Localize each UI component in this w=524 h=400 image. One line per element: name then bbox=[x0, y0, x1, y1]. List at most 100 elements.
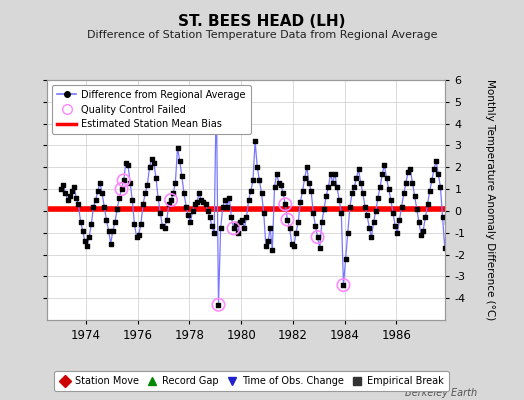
Point bbox=[365, 225, 374, 232]
Point bbox=[326, 171, 335, 177]
Point bbox=[117, 186, 126, 192]
Point bbox=[322, 192, 331, 199]
Y-axis label: Monthly Temperature Anomaly Difference (°C): Monthly Temperature Anomaly Difference (… bbox=[485, 79, 495, 321]
Point bbox=[380, 162, 389, 168]
Point bbox=[77, 219, 85, 225]
Point bbox=[393, 230, 401, 236]
Point bbox=[205, 214, 214, 221]
Point bbox=[264, 238, 272, 245]
Point bbox=[70, 184, 78, 190]
Point bbox=[152, 175, 160, 181]
Point bbox=[253, 164, 261, 170]
Point bbox=[74, 201, 83, 208]
Point bbox=[324, 184, 333, 190]
Point bbox=[111, 219, 119, 225]
Point bbox=[300, 175, 309, 181]
Point bbox=[369, 219, 378, 225]
Point bbox=[173, 144, 182, 151]
Point bbox=[423, 201, 432, 208]
Point bbox=[428, 177, 436, 184]
Point bbox=[216, 225, 225, 232]
Point bbox=[201, 201, 210, 208]
Point bbox=[102, 216, 111, 223]
Point bbox=[61, 190, 70, 197]
Point bbox=[410, 192, 419, 199]
Point bbox=[374, 195, 382, 201]
Point bbox=[395, 216, 403, 223]
Point bbox=[242, 214, 250, 221]
Point bbox=[387, 197, 395, 203]
Point bbox=[83, 243, 91, 249]
Point bbox=[208, 223, 216, 229]
Point bbox=[383, 175, 391, 181]
Point bbox=[346, 203, 354, 210]
Point bbox=[197, 197, 205, 203]
Point bbox=[66, 192, 74, 199]
Point bbox=[419, 227, 428, 234]
Point bbox=[361, 203, 369, 210]
Point bbox=[154, 195, 162, 201]
Point bbox=[156, 210, 165, 216]
Point bbox=[283, 216, 292, 223]
Point bbox=[96, 179, 104, 186]
Point bbox=[98, 190, 106, 197]
Point bbox=[281, 201, 289, 208]
Point bbox=[108, 227, 117, 234]
Point bbox=[199, 199, 208, 205]
Point bbox=[232, 221, 240, 227]
Point bbox=[272, 171, 281, 177]
Point bbox=[356, 179, 365, 186]
Point bbox=[372, 208, 380, 214]
Point bbox=[385, 186, 393, 192]
Point bbox=[430, 166, 438, 173]
Point bbox=[391, 223, 399, 229]
Point bbox=[367, 234, 376, 240]
Point bbox=[275, 179, 283, 186]
Point bbox=[57, 186, 66, 192]
Point bbox=[234, 230, 242, 236]
Point bbox=[247, 188, 255, 194]
Point bbox=[133, 234, 141, 240]
Point bbox=[230, 225, 238, 232]
Text: ST. BEES HEAD (LH): ST. BEES HEAD (LH) bbox=[178, 14, 346, 30]
Point bbox=[135, 232, 143, 238]
Point bbox=[296, 199, 304, 205]
Point bbox=[268, 247, 277, 253]
Point bbox=[283, 216, 292, 223]
Point bbox=[221, 197, 229, 203]
Point bbox=[400, 190, 408, 197]
Point bbox=[128, 197, 136, 203]
Point bbox=[236, 219, 244, 225]
Point bbox=[210, 230, 219, 236]
Point bbox=[249, 177, 257, 184]
Text: Berkeley Earth: Berkeley Earth bbox=[405, 388, 477, 398]
Point bbox=[320, 206, 328, 212]
Point bbox=[313, 234, 322, 240]
Point bbox=[130, 221, 139, 227]
Point bbox=[186, 219, 194, 225]
Point bbox=[122, 160, 130, 166]
Point bbox=[329, 179, 337, 186]
Point bbox=[87, 221, 95, 227]
Point bbox=[180, 190, 188, 197]
Point bbox=[100, 203, 108, 210]
Point bbox=[214, 302, 223, 308]
Point bbox=[441, 245, 449, 251]
Point bbox=[439, 214, 447, 221]
Point bbox=[119, 177, 128, 184]
Point bbox=[223, 203, 231, 210]
Point bbox=[305, 179, 313, 186]
Point bbox=[176, 158, 184, 164]
Point bbox=[350, 184, 358, 190]
Point bbox=[406, 166, 414, 173]
Point bbox=[335, 197, 343, 203]
Point bbox=[59, 182, 68, 188]
Point bbox=[259, 210, 268, 216]
Point bbox=[292, 230, 300, 236]
Point bbox=[288, 240, 296, 247]
Point bbox=[378, 171, 387, 177]
Point bbox=[165, 201, 173, 208]
Point bbox=[333, 184, 341, 190]
Point bbox=[348, 190, 356, 197]
Point bbox=[298, 188, 307, 194]
